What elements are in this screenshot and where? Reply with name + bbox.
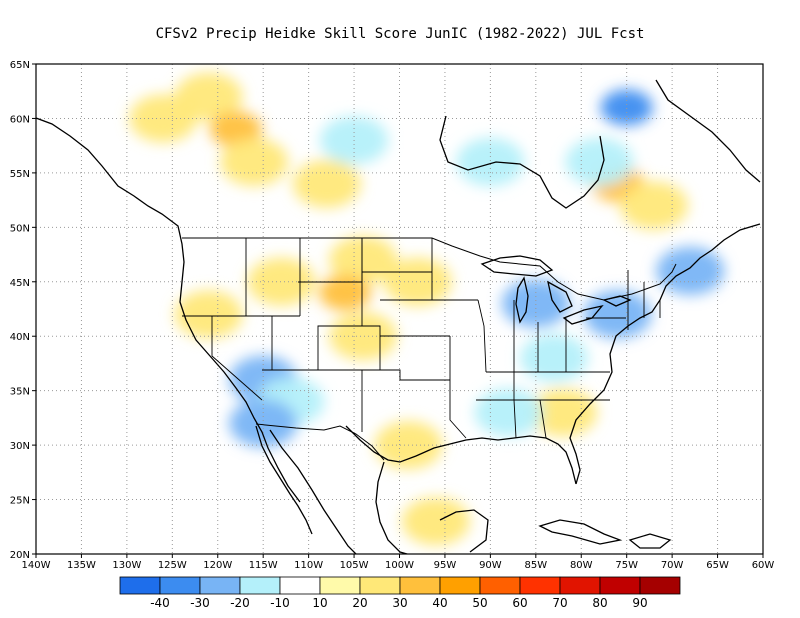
x-tick-label: 60W xyxy=(752,560,775,571)
x-tick-label: 130W xyxy=(112,560,141,571)
hudson-bay-coast xyxy=(439,115,605,209)
colorbar-label: 30 xyxy=(392,596,407,610)
skill-region-25 xyxy=(456,138,525,186)
y-tick-label: 20N xyxy=(10,550,30,561)
chart-title: CFSv2 Precip Heidke Skill Score JunIC (1… xyxy=(155,26,645,42)
skill-region-24 xyxy=(565,138,634,186)
y-tick-label: 55N xyxy=(10,169,30,180)
skill-region-27 xyxy=(656,246,725,295)
lat-lon-grid xyxy=(36,64,763,554)
colorbar-label: 20 xyxy=(352,596,367,610)
y-tick-label: 60N xyxy=(10,114,30,125)
colorbar-swatch xyxy=(159,576,201,595)
x-tick-label: 105W xyxy=(340,560,369,571)
colorbar-label: 80 xyxy=(592,596,607,610)
x-tick-label: 110W xyxy=(294,560,323,571)
x-tick-label: 70W xyxy=(661,560,684,571)
lake-erie xyxy=(562,304,604,325)
colorbar-label: 50 xyxy=(472,596,487,610)
y-tick-label: 25N xyxy=(10,496,30,507)
lake-superior xyxy=(480,255,554,277)
y-tick-label: 40N xyxy=(10,332,30,343)
colorbar-label: 70 xyxy=(552,596,567,610)
gulf-coastline xyxy=(345,425,577,485)
x-tick-label: 140W xyxy=(22,560,51,571)
colorbar-label: -40 xyxy=(150,596,170,610)
lake-huron xyxy=(547,280,573,313)
x-tick-label: 115W xyxy=(249,560,278,571)
mexico-west-coast xyxy=(269,429,357,554)
x-tick-label: 135W xyxy=(67,560,96,571)
x-tick-label: 80W xyxy=(570,560,593,571)
colorbar-label: -30 xyxy=(190,596,210,610)
colorbar-swatch xyxy=(439,576,481,595)
skill-region-8 xyxy=(383,257,452,306)
lake-michigan xyxy=(515,276,529,324)
skill-region-9 xyxy=(174,290,243,339)
colorbar-label: 60 xyxy=(512,596,527,610)
y-tick-label: 65N xyxy=(10,60,30,71)
us-canada-border xyxy=(182,237,677,301)
state-borders xyxy=(182,238,661,439)
colorbar-label: -10 xyxy=(270,596,290,610)
colorbar: -40 -30 -20 -10 10 20 30 40 50 60 70 80 90 xyxy=(119,576,681,610)
colorbar-swatch xyxy=(359,576,401,595)
colorbar-swatch xyxy=(279,576,321,595)
mexico-east-coast xyxy=(375,461,410,554)
skill-region-3 xyxy=(220,138,289,186)
x-tick-label: 100W xyxy=(385,560,414,571)
colorbar-swatch xyxy=(559,576,601,595)
x-tick-label: 65W xyxy=(706,560,729,571)
y-tick-label: 50N xyxy=(10,223,30,234)
hispaniola-coast xyxy=(628,533,672,549)
x-tick-label: 90W xyxy=(479,560,502,571)
skill-region-2 xyxy=(129,94,198,143)
x-tick-label: 85W xyxy=(525,560,548,571)
x-tick-label: 75W xyxy=(615,560,638,571)
colorbar-label: -20 xyxy=(230,596,250,610)
baja-coastline xyxy=(255,425,313,535)
skill-region-21 xyxy=(519,334,588,382)
colorbar-swatch xyxy=(599,576,641,595)
skill-region-7 xyxy=(318,274,371,311)
colorbar-swatch xyxy=(199,576,241,595)
colorbar-label: 40 xyxy=(432,596,447,610)
skill-region-23 xyxy=(600,89,653,126)
x-tick-label: 120W xyxy=(203,560,232,571)
axis-labels: 140W 135W 130W 125W 120W 115W 110W 105W 100W 95W 9… xyxy=(10,60,775,571)
y-tick-label: 30N xyxy=(10,441,30,452)
y-tick-label: 45N xyxy=(10,278,30,289)
skill-region-20 xyxy=(583,290,652,339)
colorbar-swatch xyxy=(119,576,161,595)
colorbar-swatch xyxy=(519,576,561,595)
skill-region-12 xyxy=(401,497,470,546)
skill-region-6 xyxy=(247,257,316,306)
x-tick-label: 95W xyxy=(434,560,457,571)
skill-region-14 xyxy=(619,181,688,230)
yucatan-coast xyxy=(439,509,489,553)
skill-region-4 xyxy=(292,159,361,208)
skill-field xyxy=(129,72,725,546)
us-mexico-border xyxy=(255,423,385,461)
y-tick-label: 35N xyxy=(10,387,30,398)
cuba-coast xyxy=(538,519,623,545)
skill-region-22 xyxy=(474,388,543,437)
atlantic-coastline xyxy=(569,223,761,485)
colorbar-swatch xyxy=(479,576,521,595)
x-tick-label: 125W xyxy=(158,560,187,571)
colorbar-swatch xyxy=(639,576,681,595)
colorbar-label: 90 xyxy=(632,596,647,610)
coastlines-and-borders xyxy=(36,79,761,554)
pacific-coastline xyxy=(36,117,301,503)
colorbar-swatch xyxy=(239,576,281,595)
skill-region-18 xyxy=(229,399,298,448)
colorbar-swatch xyxy=(399,576,441,595)
colorbar-swatch xyxy=(319,576,361,595)
labrador-coast xyxy=(655,79,761,183)
colorbar-label: 10 xyxy=(312,596,327,610)
